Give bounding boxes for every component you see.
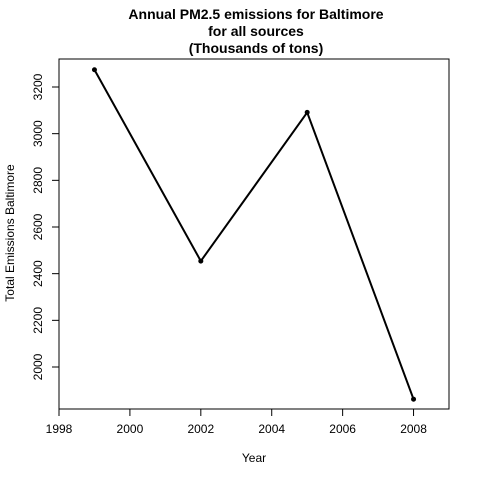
y-tick-label: 3200 bbox=[31, 73, 45, 100]
x-tick-label: 2004 bbox=[258, 422, 285, 436]
y-tick-label: 2600 bbox=[31, 213, 45, 240]
y-axis: 2000 2200 2400 2600 2800 3000 3200 bbox=[31, 73, 60, 380]
x-tick-label: 2002 bbox=[187, 422, 214, 436]
x-tick-label: 1998 bbox=[46, 422, 73, 436]
series-line bbox=[93, 69, 415, 400]
y-tick-label: 2400 bbox=[31, 260, 45, 287]
y-tick-label: 3000 bbox=[31, 120, 45, 147]
x-tick-label: 2006 bbox=[329, 422, 356, 436]
x-tick-label: 2000 bbox=[117, 422, 144, 436]
series-layer bbox=[91, 67, 417, 402]
y-tick-label: 2000 bbox=[31, 353, 45, 380]
x-axis-label: Year bbox=[242, 451, 266, 465]
data-point bbox=[198, 258, 204, 264]
chart-title-line-1: Annual PM2.5 emissions for Baltimore bbox=[128, 6, 383, 22]
data-point bbox=[91, 67, 97, 73]
x-tick-label: 2008 bbox=[400, 422, 427, 436]
chart-title-line-3: (Thousands of tons) bbox=[189, 40, 324, 56]
x-axis: 1998 2000 2002 2004 2006 2008 bbox=[46, 408, 427, 436]
data-point bbox=[411, 396, 417, 402]
data-point bbox=[304, 109, 310, 115]
y-axis-label: Total Emissions Baltimore bbox=[3, 164, 17, 302]
y-tick-label: 2200 bbox=[31, 307, 45, 334]
y-tick-label: 2800 bbox=[31, 167, 45, 194]
chart-title-line-2: for all sources bbox=[208, 23, 304, 39]
